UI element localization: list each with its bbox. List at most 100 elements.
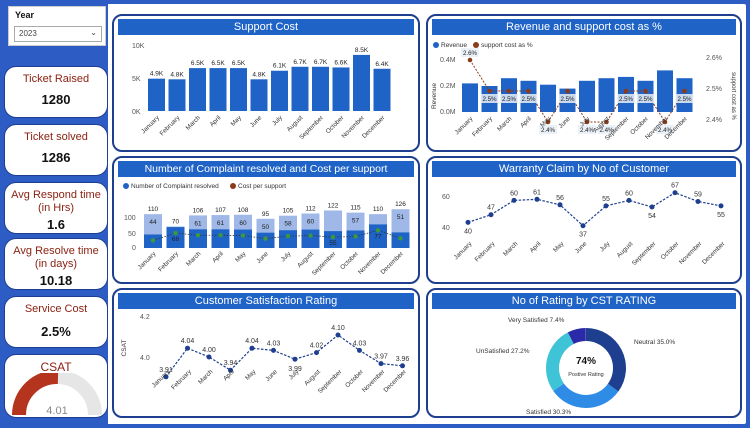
x-tick-label: March [496, 115, 514, 133]
data-label: 2.5% [482, 96, 497, 103]
cost-point [375, 228, 381, 233]
pct-point [623, 88, 629, 94]
data-label: 4.03 [353, 340, 367, 347]
cost-point [195, 233, 201, 238]
cost-point [240, 233, 246, 238]
kpi-value: 1280 [41, 92, 71, 107]
data-label: 110 [373, 206, 384, 213]
label-bg [500, 94, 518, 103]
bar [312, 66, 329, 111]
data-label: 8.5K [355, 47, 369, 54]
year-slicer[interactable]: Year 2023 ⌄ [8, 6, 106, 46]
label-bg [480, 94, 499, 103]
chevron-down-icon[interactable]: ⌄ [90, 28, 97, 37]
slice-label: UnSatisfied 27.2% [476, 348, 530, 355]
csat-point [292, 356, 298, 362]
data-label: 108 [238, 207, 249, 214]
bar [250, 79, 268, 111]
data-label: 122 [328, 202, 339, 209]
data-label: 59 [694, 192, 702, 199]
kpi-label: Avg Resolve time (in days) [13, 245, 99, 270]
x-tick-label: January [453, 240, 474, 261]
data-label: 4.10 [331, 325, 345, 332]
data-label: 55 [329, 240, 337, 247]
bar-segment-top [301, 213, 320, 230]
x-tick-label: April [529, 240, 543, 254]
pct-point [467, 57, 473, 63]
csat-point [314, 350, 319, 356]
x-tick-label: February [471, 115, 494, 138]
y-axis-label-right: support cost as % [730, 72, 736, 120]
csat-point [335, 332, 341, 338]
panel-title: Support Cost [118, 19, 414, 35]
csat-point [357, 347, 362, 353]
csat-gauge: 4.01 [12, 373, 102, 417]
legend-label: Revenue [441, 42, 467, 49]
kpi-label: Ticket Raised [22, 73, 90, 85]
data-label: 68 [172, 236, 180, 243]
kpi-value: 10.18 [39, 273, 73, 288]
data-label: 4.03 [267, 340, 281, 347]
data-label: 6.5K [211, 60, 225, 67]
warranty-chart: 60 40 40 47 60 61 56 37 55 60 54 67 59 55 January Feb… [442, 183, 726, 268]
year-dropdown[interactable]: 2023 ⌄ [14, 26, 102, 42]
donut-slice [586, 328, 626, 392]
data-label: 2.4% [541, 127, 556, 134]
data-label: 57 [352, 218, 360, 225]
data-label: 2.4% [580, 127, 595, 134]
x-tick-label: September [311, 250, 338, 277]
label-bg [578, 125, 596, 134]
bar-segment-bottom [369, 224, 387, 248]
bar [598, 78, 615, 112]
y-axis-label: CSAT [121, 340, 128, 357]
rating-donut-chart: 74% Postive Rating Neutral 35.0% Satisfi… [476, 317, 675, 416]
data-label: 2.4% [599, 127, 614, 134]
cost-point [150, 238, 156, 243]
data-label: 4.8K [170, 71, 184, 78]
legend-dot [123, 183, 129, 189]
x-tick-label: March [197, 368, 215, 386]
panel-support-cost: Support Cost 10K 5K 0K 4.9K 4.8K 6.5K 6.5K 6… [112, 14, 420, 152]
x-tick-label: March [502, 240, 520, 258]
x-tick-label: August [296, 250, 315, 269]
slice-label: Very Satisfied 7.4% [508, 317, 565, 324]
y-tick-left: 0.4M [440, 57, 456, 64]
x-tick-label: February [157, 250, 180, 273]
warranty-point [649, 204, 655, 210]
bar [540, 84, 556, 112]
label-bg [461, 48, 479, 57]
data-label: 4.04 [245, 338, 259, 345]
label-bg [656, 125, 674, 134]
slice-label: Satisfied 30.3% [526, 409, 571, 416]
x-tick-label: June [574, 240, 589, 255]
x-tick-label: June [557, 115, 572, 130]
bar-segment-top [369, 214, 387, 225]
bar-segment-bottom [279, 230, 297, 248]
x-tick-label: February [170, 368, 193, 391]
panel-rating: No of Rating by CST RATING 74% Postive R… [426, 288, 742, 418]
x-tick-label: March [185, 250, 203, 268]
cost-point [308, 233, 313, 238]
y-tick: 0K [132, 109, 141, 116]
warranty-point [465, 219, 471, 225]
data-label: 70 [172, 218, 180, 225]
data-label: 6.7K [293, 59, 307, 66]
kpi-csat: CSAT 4.01 [4, 354, 108, 418]
label-bg [539, 125, 557, 134]
warranty-point [718, 203, 724, 209]
csat-point [249, 345, 255, 351]
data-label: 112 [305, 206, 316, 213]
data-label: 60 [239, 220, 247, 227]
x-tick-label: July [280, 250, 293, 263]
pct-point [662, 119, 668, 125]
donut-center-label: Postive Rating [568, 372, 603, 378]
bar-segment-top [324, 210, 342, 232]
warranty-point [511, 197, 517, 203]
pct-point [487, 88, 492, 94]
bar-segment-top [391, 209, 410, 233]
bar [373, 68, 391, 111]
bar-segment-top [279, 215, 297, 231]
gauge-fill [12, 373, 59, 416]
x-tick-label: December [382, 368, 407, 393]
data-label: 40 [464, 228, 472, 235]
